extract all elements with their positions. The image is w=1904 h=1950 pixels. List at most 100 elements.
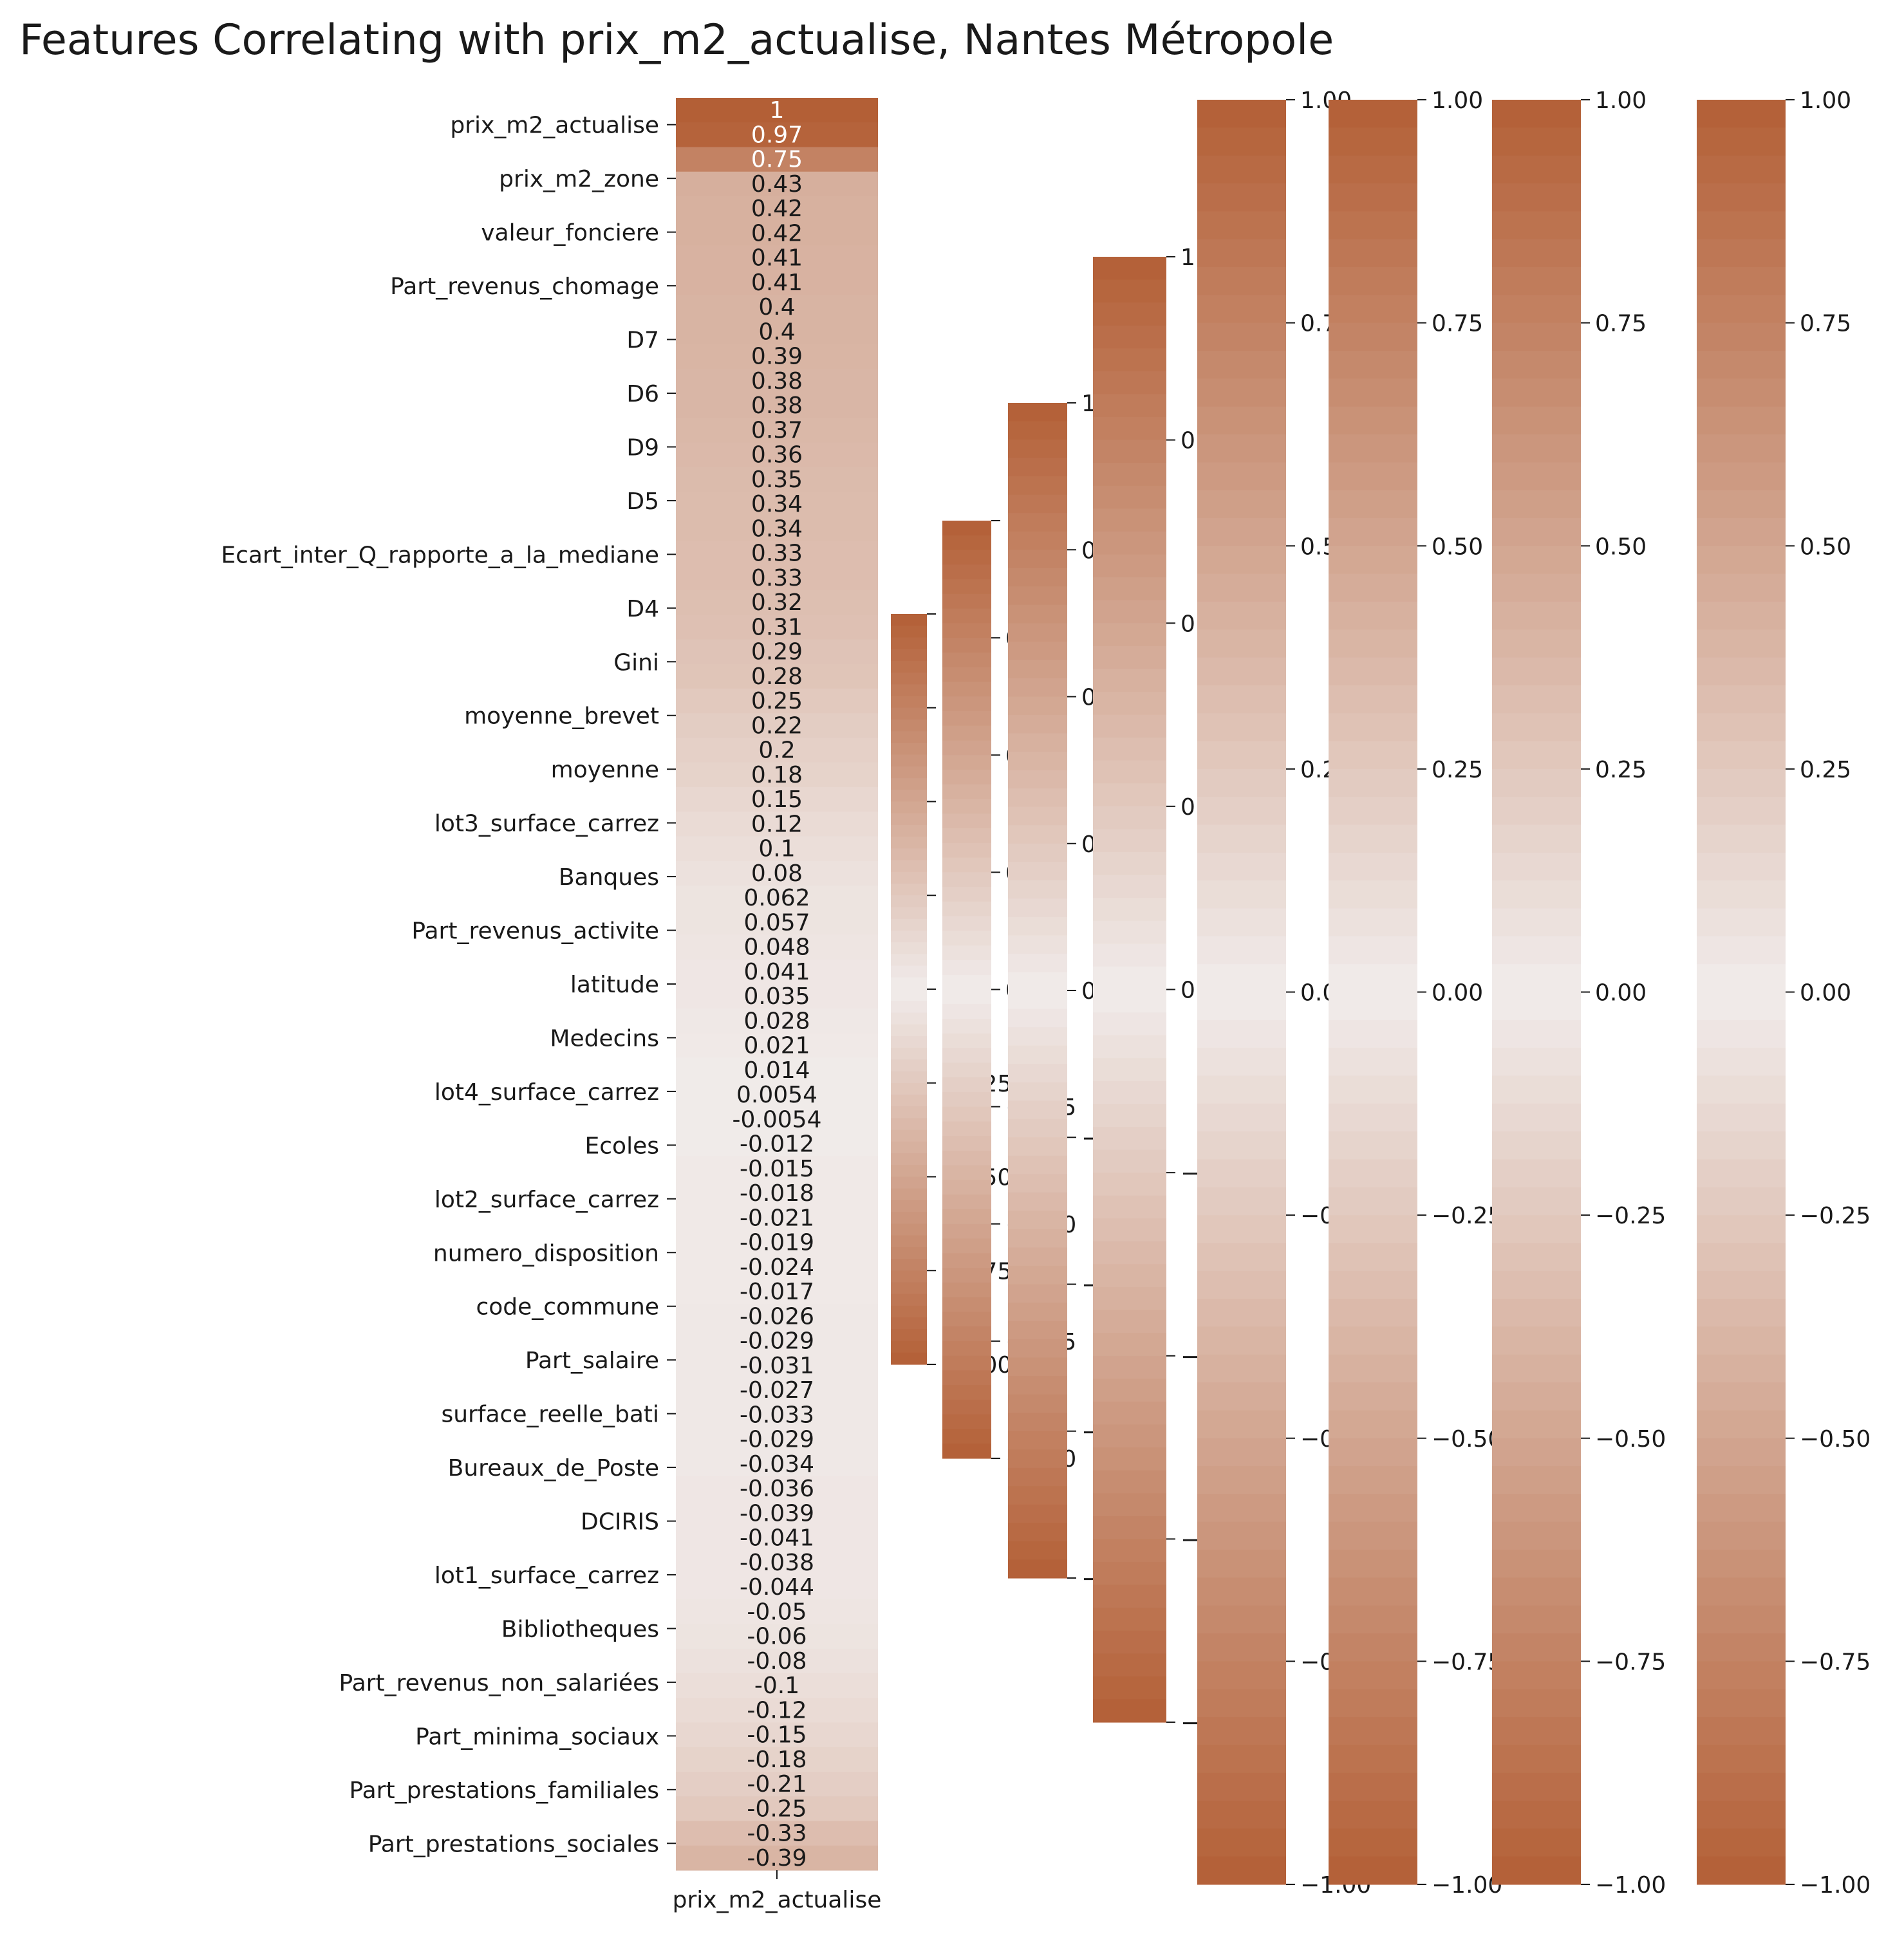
colorbar-swatch <box>1008 972 1067 991</box>
heatmap-cell <box>676 1451 878 1477</box>
heatmap-cell-label: -0.041 <box>740 1525 814 1552</box>
colorbar-swatch <box>1008 1376 1067 1395</box>
heatmap-cell-label: 0.048 <box>743 934 810 961</box>
heatmap-cell-label: 0.2 <box>758 738 795 764</box>
colorbar-swatch <box>1197 100 1286 128</box>
heatmap-cell-label: 0.41 <box>751 270 803 296</box>
colorbar-swatch <box>942 857 991 873</box>
heatmap-cell <box>676 196 878 221</box>
colorbar-swatch <box>1329 1215 1417 1244</box>
colorbar-swatch <box>1697 1828 1786 1857</box>
y-tick-label: lot2_surface_carrez <box>434 1187 659 1213</box>
colorbar-swatch <box>1492 908 1581 937</box>
colorbar-swatch <box>1008 1027 1067 1046</box>
colorbar-swatch <box>1093 348 1166 372</box>
colorbar-swatch <box>1093 852 1166 876</box>
colorbar-swatch <box>1093 1676 1166 1700</box>
y-tick-label: Gini <box>613 649 659 676</box>
heatmap-cell <box>676 1008 878 1034</box>
colorbar-swatch <box>1492 378 1581 407</box>
colorbar-swatch <box>891 871 927 884</box>
colorbar-swatch <box>1697 183 1786 212</box>
colorbar-swatch <box>1329 1438 1417 1467</box>
colorbar-swatch <box>1093 325 1166 349</box>
y-tick-label: Bureaux_de_Poste <box>448 1455 659 1481</box>
heatmap-cell <box>676 812 878 837</box>
heatmap-cell-label: -0.017 <box>740 1279 814 1305</box>
colorbar-swatch <box>1697 1577 1786 1606</box>
colorbar-swatch <box>1197 1494 1286 1523</box>
heatmap-cell-label: -0.015 <box>740 1156 814 1182</box>
colorbar-swatch <box>1008 1211 1067 1230</box>
colorbar-swatch <box>1093 1195 1166 1219</box>
colorbar-swatch <box>1008 1559 1067 1579</box>
colorbar-swatch <box>942 755 991 770</box>
colorbar-swatch <box>942 1180 991 1195</box>
colorbar-swatch <box>1008 752 1067 771</box>
colorbar-tick-label: −0.75 <box>1800 1649 1871 1675</box>
heatmap-cell-label: 0.035 <box>743 983 810 1010</box>
colorbar-swatch <box>942 1312 991 1327</box>
colorbar-swatch <box>1492 546 1581 575</box>
colorbar-swatch <box>1197 462 1286 491</box>
heatmap-cell-label: 0.33 <box>751 541 803 567</box>
colorbar-swatch <box>1329 1326 1417 1355</box>
heatmap-cell <box>676 1378 878 1403</box>
colorbar-swatch <box>1492 1494 1581 1523</box>
colorbar-swatch <box>1329 1466 1417 1495</box>
colorbar-swatch <box>1093 485 1166 509</box>
y-tick-label: D9 <box>626 434 659 461</box>
y-tick-label: Part_salaire <box>525 1348 659 1374</box>
colorbar-swatch <box>891 707 927 720</box>
colorbar-swatch <box>1329 1828 1417 1857</box>
colorbar-swatch <box>1492 1801 1581 1829</box>
heatmap-cell <box>676 959 878 985</box>
colorbar-swatch <box>1008 806 1067 826</box>
heatmap-cell <box>676 689 878 714</box>
heatmap-cell-label: 0.35 <box>751 467 803 493</box>
colorbar-swatch <box>1197 713 1286 742</box>
chart-title: Features Correlating with prix_m2_actual… <box>19 16 1334 64</box>
colorbar-swatch <box>1197 852 1286 881</box>
colorbar-swatch <box>1697 573 1786 602</box>
heatmap-cell-label: -0.08 <box>747 1648 807 1675</box>
y-tick-label: DCIRIS <box>581 1509 659 1536</box>
colorbar-swatch <box>1697 1103 1786 1132</box>
heatmap-cell <box>676 1427 878 1453</box>
colorbar-swatch <box>1697 378 1786 407</box>
heatmap-cell-label: 0.34 <box>751 515 803 542</box>
colorbar-tick-label: −0.25 <box>1595 1203 1666 1229</box>
heatmap-cell <box>676 639 878 665</box>
colorbar-swatch <box>1008 935 1067 954</box>
heatmap-cell <box>676 1476 878 1501</box>
colorbar-swatch <box>1008 1303 1067 1322</box>
colorbar-swatch <box>1093 989 1166 1013</box>
colorbar-swatch <box>1197 880 1286 909</box>
colorbar-swatch <box>942 1150 991 1166</box>
colorbar-swatch <box>1093 1241 1166 1265</box>
colorbar-swatch <box>1008 1119 1067 1138</box>
colorbar-swatch <box>1197 1689 1286 1718</box>
colorbar-swatch <box>1008 476 1067 496</box>
colorbar-swatch <box>891 1059 927 1072</box>
colorbar-tick-label: 1.00 <box>1432 88 1483 114</box>
heatmap-cell <box>676 860 878 886</box>
heatmap-cell <box>676 1230 878 1256</box>
heatmap-cell-label: -0.21 <box>747 1771 807 1797</box>
colorbar-swatch <box>1492 1772 1581 1801</box>
colorbar-swatch <box>1492 1661 1581 1690</box>
heatmap-cell-label: -0.33 <box>747 1821 807 1847</box>
y-tick-label: valeur_fonciere <box>481 220 659 246</box>
colorbar-swatch <box>1093 1447 1166 1471</box>
colorbar-swatch <box>1492 824 1581 853</box>
colorbar-swatch <box>1329 239 1417 268</box>
heatmap-cell <box>676 1402 878 1428</box>
colorbar-swatch <box>942 784 991 800</box>
colorbar-swatch <box>1093 1424 1166 1448</box>
colorbar-swatch <box>1008 1045 1067 1064</box>
colorbar-swatch <box>891 954 927 967</box>
colorbar-swatch <box>942 1136 991 1151</box>
colorbar-swatch <box>1008 770 1067 789</box>
colorbar-swatch <box>1329 1410 1417 1439</box>
colorbar-swatch <box>1197 1466 1286 1495</box>
